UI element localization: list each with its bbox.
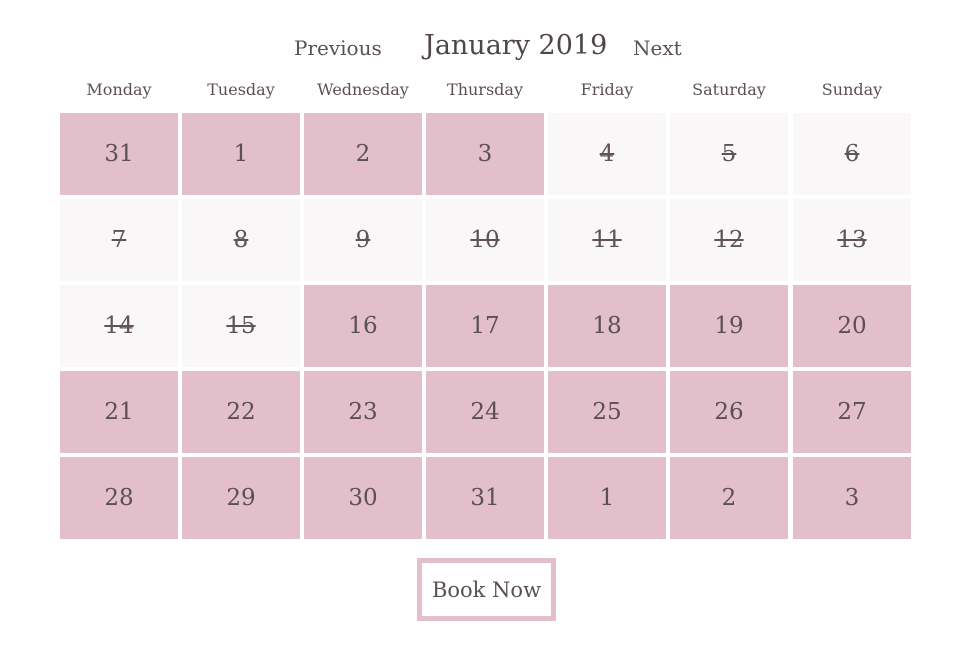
calendar-day-cell[interactable]: 31	[426, 457, 544, 539]
calendar-day-cell[interactable]: 20	[793, 285, 911, 367]
calendar-day-cell: 4	[548, 113, 666, 195]
calendar-header: Previous January 2019 Next	[0, 28, 955, 68]
calendar-day-cell[interactable]: 18	[548, 285, 666, 367]
weekday-label-tuesday: Tuesday	[207, 80, 275, 99]
calendar-day-cell[interactable]: 22	[182, 371, 300, 453]
calendar-day-cell[interactable]: 24	[426, 371, 544, 453]
calendar-day-cell[interactable]: 1	[548, 457, 666, 539]
calendar-day-cell: 5	[670, 113, 788, 195]
calendar-day-cell[interactable]: 28	[60, 457, 178, 539]
weekday-label-thursday: Thursday	[447, 80, 523, 99]
weekday-label-wednesday: Wednesday	[317, 80, 409, 99]
calendar-day-cell: 6	[793, 113, 911, 195]
calendar-day-cell: 11	[548, 199, 666, 281]
month-title: January 2019	[424, 30, 608, 61]
book-now-button[interactable]: Book Now	[417, 558, 556, 621]
calendar-day-cell[interactable]: 31	[60, 113, 178, 195]
calendar-day-cell[interactable]: 30	[304, 457, 422, 539]
next-month-button[interactable]: Next	[633, 36, 682, 60]
calendar-day-cell[interactable]: 25	[548, 371, 666, 453]
calendar-day-cell[interactable]: 27	[793, 371, 911, 453]
calendar-day-cell[interactable]: 26	[670, 371, 788, 453]
calendar-day-cell[interactable]: 23	[304, 371, 422, 453]
calendar-day-cell[interactable]: 21	[60, 371, 178, 453]
calendar-day-cell[interactable]: 16	[304, 285, 422, 367]
weekday-header-row: Monday Tuesday Wednesday Thursday Friday…	[60, 80, 912, 104]
calendar-day-cell[interactable]: 19	[670, 285, 788, 367]
calendar-day-cell[interactable]: 17	[426, 285, 544, 367]
calendar-day-cell: 14	[60, 285, 178, 367]
calendar-day-cell: 8	[182, 199, 300, 281]
weekday-label-friday: Friday	[580, 80, 634, 99]
calendar-day-cell: 10	[426, 199, 544, 281]
calendar-day-cell[interactable]: 3	[793, 457, 911, 539]
weekday-label-monday: Monday	[86, 80, 152, 99]
calendar-day-cell: 9	[304, 199, 422, 281]
weekday-label-sunday: Sunday	[821, 80, 883, 99]
calendar-day-cell[interactable]: 1	[182, 113, 300, 195]
calendar-grid: 31 1 2 3 4 5 6 7 8 9 10 11 12 13 14 15 16 17 18 19 20 21 22 23 2…	[60, 113, 912, 539]
calendar-day-cell[interactable]: 3	[426, 113, 544, 195]
previous-month-button[interactable]: Previous	[294, 36, 382, 60]
calendar-day-cell[interactable]: 2	[670, 457, 788, 539]
calendar-day-cell: 7	[60, 199, 178, 281]
weekday-label-saturday: Saturday	[692, 80, 766, 99]
calendar-day-cell: 13	[793, 199, 911, 281]
calendar-day-cell: 12	[670, 199, 788, 281]
calendar-day-cell[interactable]: 29	[182, 457, 300, 539]
calendar-day-cell[interactable]: 2	[304, 113, 422, 195]
calendar-day-cell: 15	[182, 285, 300, 367]
